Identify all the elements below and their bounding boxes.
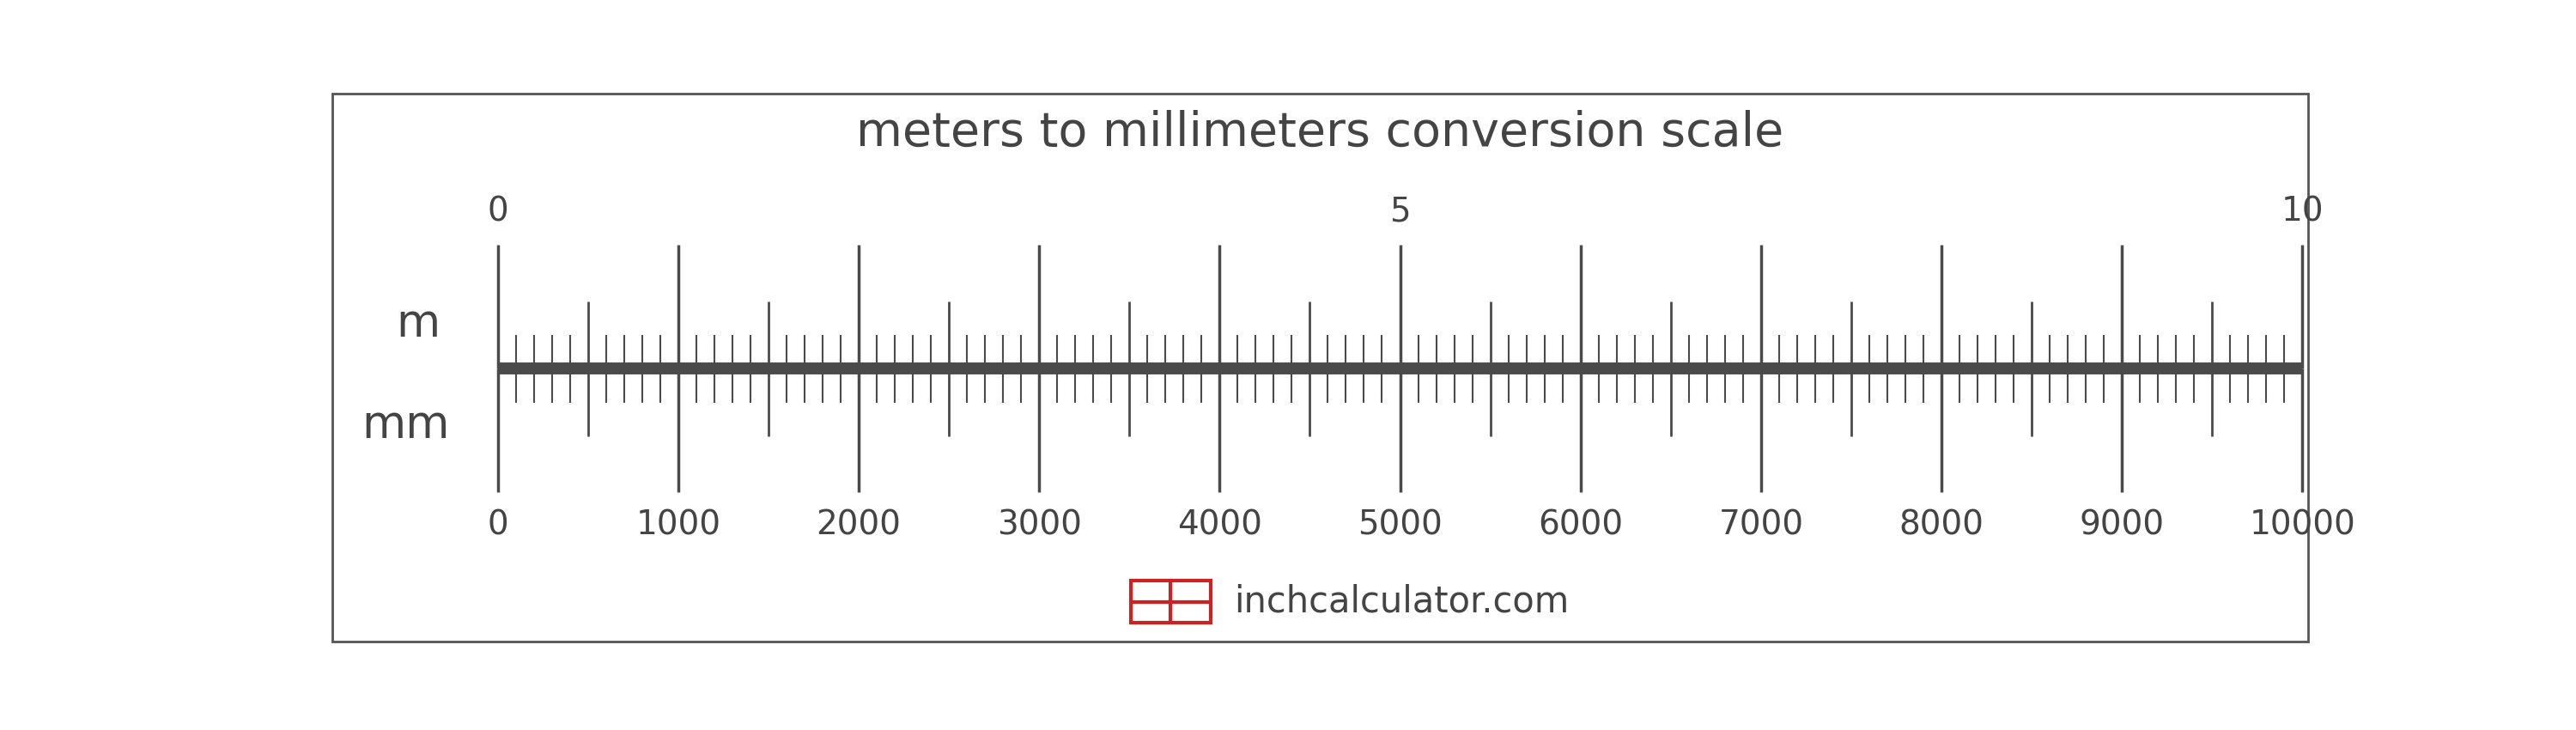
Text: 10000: 10000 — [2249, 510, 2354, 542]
Text: 5000: 5000 — [1358, 510, 1443, 542]
Text: mm: mm — [361, 402, 451, 447]
Text: 1000: 1000 — [636, 510, 721, 542]
Text: 5: 5 — [1388, 196, 1412, 228]
Text: 10: 10 — [2282, 196, 2324, 228]
Text: 2000: 2000 — [817, 510, 902, 542]
Text: 9000: 9000 — [2079, 510, 2164, 542]
Text: m: m — [397, 301, 440, 346]
Text: 4000: 4000 — [1177, 510, 1262, 542]
Text: 3000: 3000 — [997, 510, 1082, 542]
Text: meters to millimeters conversion scale: meters to millimeters conversion scale — [855, 110, 1785, 155]
Bar — [1131, 581, 1211, 623]
Text: 0: 0 — [487, 196, 507, 228]
Text: 0: 0 — [487, 510, 507, 542]
Text: inchcalculator.com: inchcalculator.com — [1234, 584, 1569, 620]
Text: 8000: 8000 — [1899, 510, 1984, 542]
Text: 6000: 6000 — [1538, 510, 1623, 542]
Text: 7000: 7000 — [1718, 510, 1803, 542]
